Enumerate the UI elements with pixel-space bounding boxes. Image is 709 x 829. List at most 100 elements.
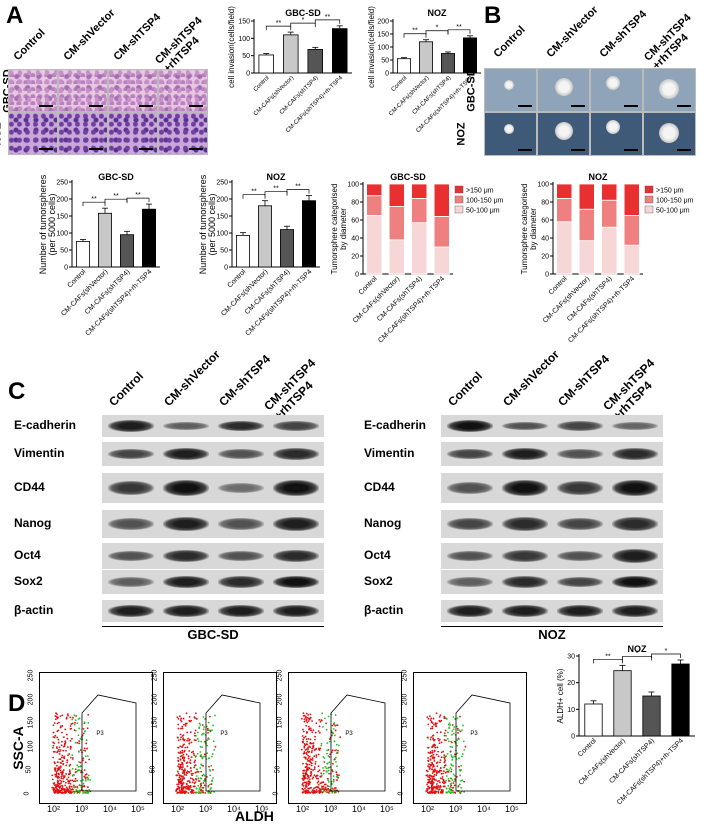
y-tick-label: 20: [541, 254, 549, 261]
x-tick-label: Control: [358, 275, 379, 296]
flow-x-tick-label: 10⁵: [505, 804, 519, 814]
protein-band: [108, 420, 154, 432]
stack-segment: [578, 208, 595, 242]
column-label: CM-shTSP4 +rhTSP4: [600, 356, 658, 423]
y-axis-label: Number of tumorspheres: [198, 174, 208, 274]
column-label: Control: [445, 368, 486, 409]
event-dot: [455, 775, 458, 778]
event-dot: [201, 774, 204, 777]
event-dot: [74, 741, 77, 744]
event-dot: [311, 789, 314, 792]
blot-strip: [102, 510, 324, 538]
event-dot: [434, 722, 437, 725]
event-dot: [66, 787, 69, 790]
event-dot: [182, 756, 185, 759]
event-dot: [177, 727, 180, 730]
event-dot: [68, 752, 71, 755]
event-dot: [308, 755, 311, 758]
event-dot: [460, 764, 463, 767]
event-dot: [177, 746, 180, 749]
event-dot: [65, 733, 68, 736]
event-dot: [190, 751, 193, 754]
y-tick-label: 100: [347, 182, 359, 189]
stack-segment: [578, 183, 595, 210]
event-dot: [176, 788, 179, 791]
bar: [280, 229, 295, 268]
flow-x-tick-label: 10⁴: [227, 804, 241, 814]
micrograph: [8, 69, 58, 112]
event-dot: [301, 787, 304, 790]
event-dot: [320, 775, 322, 778]
blot-strip: [441, 600, 663, 622]
event-dot: [313, 774, 316, 777]
flow-x-tick-label: 10²: [171, 804, 185, 814]
x-tick-label: Control: [577, 737, 598, 758]
event-dot: [320, 742, 323, 745]
event-dot: [447, 790, 450, 793]
event-dot: [327, 769, 330, 772]
event-dot: [74, 771, 77, 773]
x-tick-label: CM-CAFs(shTSP4): [412, 75, 453, 116]
event-dot: [309, 742, 312, 745]
event-dot: [198, 726, 201, 729]
event-dot: [183, 738, 186, 741]
event-dot: [443, 756, 446, 759]
event-dot: [179, 767, 181, 770]
event-dot: [188, 781, 191, 784]
event-dot: [197, 780, 200, 782]
event-dot: [306, 731, 308, 734]
event-dot: [445, 755, 448, 757]
stack-segment: [433, 216, 450, 248]
event-dot: [461, 779, 464, 782]
event-dot: [183, 771, 186, 773]
event-dot: [64, 742, 66, 745]
event-dot: [449, 783, 452, 785]
event-dot: [208, 765, 210, 768]
y-axis-label: by diameter: [339, 208, 348, 250]
tumorsphere: [504, 80, 514, 90]
event-dot: [435, 774, 438, 777]
event-dot: [185, 790, 188, 793]
event-dot: [205, 775, 208, 778]
event-dot: [455, 725, 458, 728]
group-underline: [441, 626, 663, 627]
event-dot: [322, 767, 324, 769]
event-dot: [210, 783, 213, 785]
event-dot: [71, 779, 74, 782]
scale-bar: [189, 148, 203, 150]
micrograph: [590, 68, 643, 112]
protein-band: [273, 575, 319, 589]
event-dot: [435, 712, 438, 715]
event-dot: [450, 777, 453, 780]
event-dot: [200, 770, 203, 773]
event-dot: [332, 779, 335, 781]
event-dot: [177, 757, 180, 759]
stack-segment: [388, 183, 405, 207]
protein-band: [502, 517, 548, 531]
event-dot: [59, 791, 62, 794]
protein-band: [612, 479, 658, 497]
row-label: NOZ: [0, 122, 4, 146]
event-dot: [51, 778, 54, 781]
event-dot: [87, 777, 90, 780]
event-dot: [182, 717, 185, 720]
event-dot: [58, 750, 61, 753]
scale-bar: [518, 105, 532, 107]
significance-bracket: [286, 189, 310, 194]
flow-canvas: P3: [51, 694, 137, 794]
event-dot: [85, 739, 88, 741]
event-dot: [66, 746, 69, 749]
flow-y-tick-label: 250: [401, 669, 409, 682]
event-dot: [315, 754, 318, 757]
event-dot: [439, 777, 442, 780]
event-dot: [337, 749, 339, 752]
event-dot: [178, 778, 181, 781]
flow-plot: P3: [39, 672, 153, 804]
bar: [642, 695, 661, 737]
event-dot: [304, 749, 307, 751]
column-label: CM-shVector: [61, 6, 118, 63]
event-dot: [78, 742, 81, 745]
y-axis-label: (per 5000 cells): [47, 193, 57, 255]
event-dot: [311, 757, 314, 760]
event-dot: [69, 783, 72, 785]
